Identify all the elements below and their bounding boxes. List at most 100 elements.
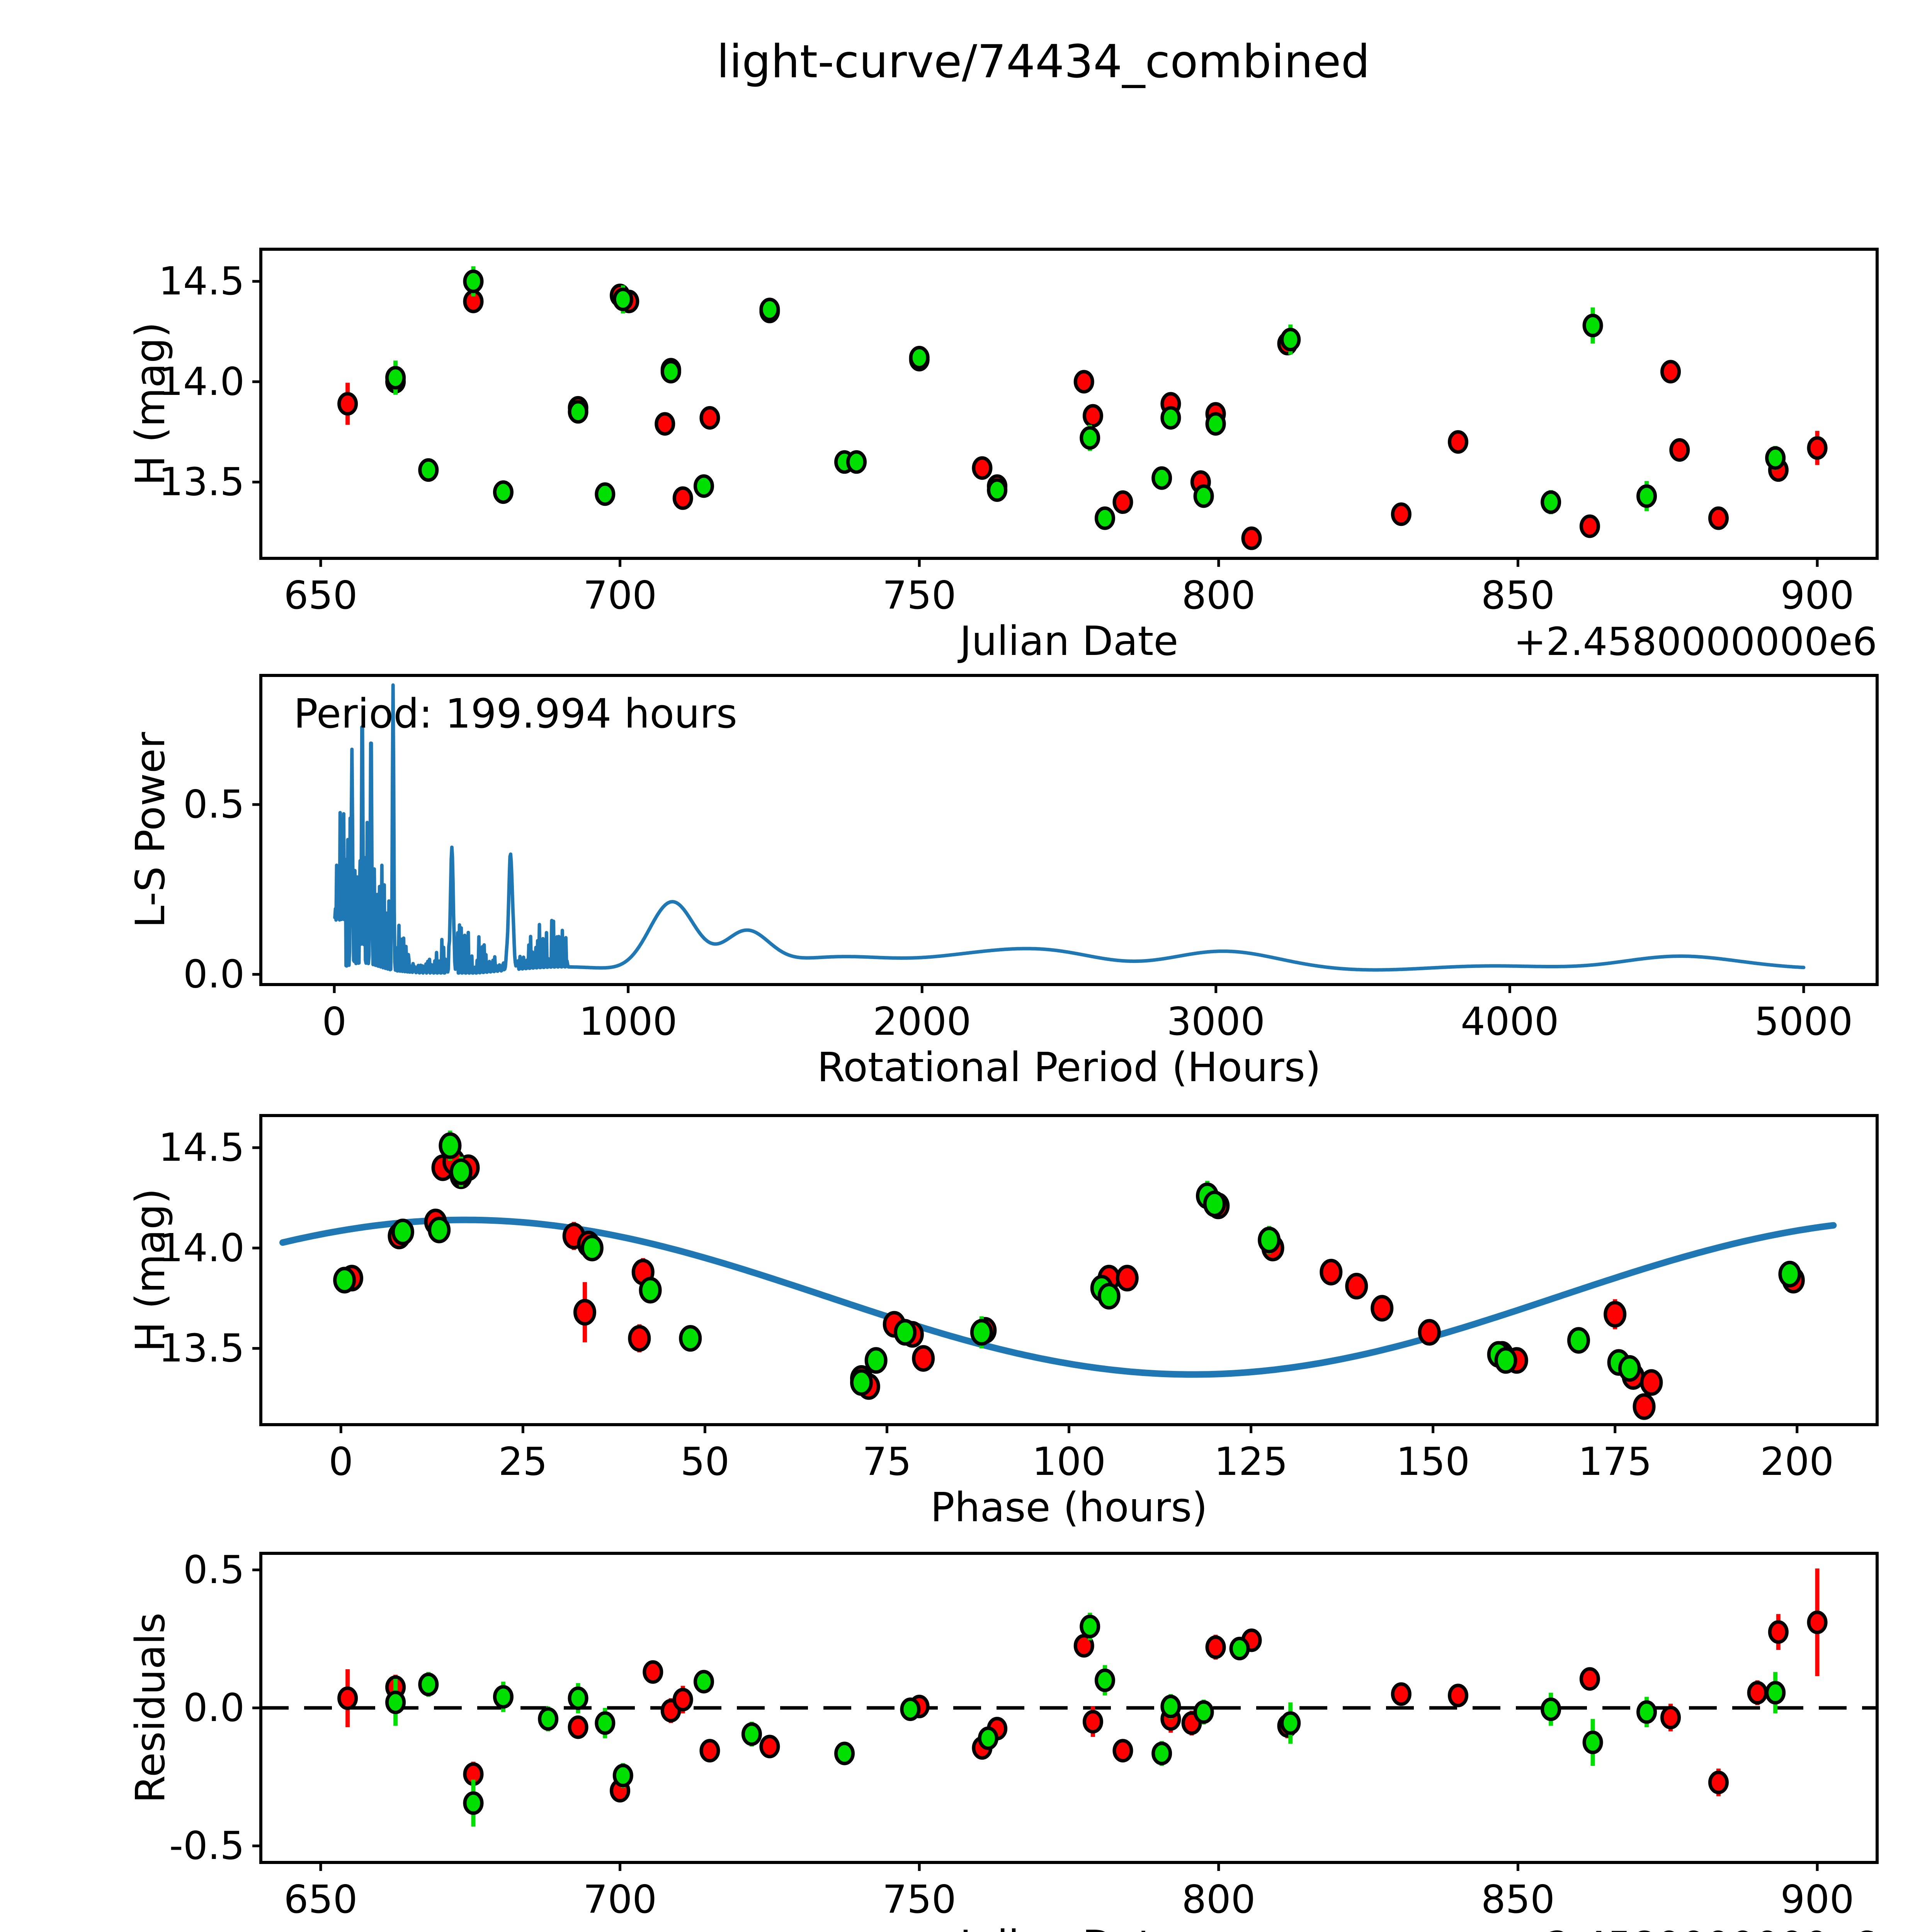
data-point[interactable]: [972, 456, 993, 480]
data-point[interactable]: [1258, 1226, 1281, 1253]
data-point[interactable]: [337, 1686, 358, 1710]
data-point[interactable]: [699, 1739, 720, 1763]
data-point[interactable]: [834, 1742, 855, 1765]
data-point[interactable]: [1448, 430, 1469, 454]
data-point[interactable]: [1229, 1636, 1250, 1660]
data-point[interactable]: [1768, 1620, 1789, 1644]
data-point[interactable]: [1203, 1190, 1226, 1218]
data-point[interactable]: [1073, 370, 1094, 394]
data-point[interactable]: [418, 458, 439, 482]
data-point[interactable]: [643, 1660, 663, 1684]
data-point[interactable]: [568, 1686, 588, 1710]
data-point[interactable]: [1660, 1706, 1681, 1730]
data-point[interactable]: [1636, 484, 1657, 508]
data-point[interactable]: [693, 1670, 714, 1694]
data-point[interactable]: [385, 366, 406, 389]
data-point[interactable]: [1448, 1684, 1469, 1708]
data-point[interactable]: [1708, 506, 1729, 530]
data-point[interactable]: [337, 392, 358, 416]
data-point[interactable]: [1494, 1347, 1517, 1374]
data-point[interactable]: [759, 1735, 780, 1759]
data-point[interactable]: [493, 480, 514, 504]
data-point[interactable]: [1418, 1319, 1441, 1346]
data-point[interactable]: [1747, 1681, 1768, 1705]
data-point[interactable]: [1280, 328, 1301, 352]
data-point[interactable]: [909, 346, 930, 370]
data-point[interactable]: [1579, 514, 1600, 538]
data-point[interactable]: [1116, 1265, 1139, 1292]
data-point[interactable]: [1193, 484, 1214, 508]
data-point[interactable]: [970, 1319, 993, 1346]
data-point[interactable]: [385, 1690, 406, 1714]
data-point[interactable]: [672, 1688, 693, 1712]
data-point[interactable]: [428, 1216, 451, 1243]
data-point[interactable]: [987, 478, 1008, 502]
data-point[interactable]: [568, 400, 588, 424]
data-point[interactable]: [1708, 1770, 1729, 1794]
data-point[interactable]: [672, 486, 693, 510]
data-point[interactable]: [1241, 526, 1262, 550]
data-point[interactable]: [391, 1218, 414, 1245]
data-point[interactable]: [864, 1347, 888, 1374]
data-point[interactable]: [679, 1325, 702, 1352]
data-point[interactable]: [978, 1726, 998, 1750]
data-point[interactable]: [693, 474, 714, 498]
data-point[interactable]: [1112, 1739, 1133, 1763]
data-point[interactable]: [1660, 360, 1681, 384]
data-point[interactable]: [699, 406, 720, 430]
data-point[interactable]: [1094, 1668, 1115, 1692]
data-point[interactable]: [580, 1235, 604, 1262]
data-point[interactable]: [1320, 1259, 1343, 1286]
data-point[interactable]: [1082, 404, 1103, 428]
data-point[interactable]: [493, 1685, 514, 1709]
data-point[interactable]: [660, 360, 681, 384]
data-point[interactable]: [1778, 1260, 1801, 1287]
data-point[interactable]: [912, 1345, 935, 1372]
data-point[interactable]: [1097, 1283, 1121, 1310]
data-point[interactable]: [1618, 1355, 1641, 1382]
data-point[interactable]: [1160, 406, 1181, 430]
data-point[interactable]: [1082, 1710, 1103, 1734]
data-point[interactable]: [741, 1722, 762, 1746]
data-point[interactable]: [894, 1319, 917, 1346]
data-point[interactable]: [1151, 466, 1172, 490]
data-point[interactable]: [439, 1132, 462, 1159]
data-point[interactable]: [639, 1277, 662, 1304]
data-point[interactable]: [1604, 1301, 1627, 1328]
data-point[interactable]: [573, 1299, 596, 1326]
data-point[interactable]: [628, 1325, 651, 1352]
data-point[interactable]: [595, 482, 616, 506]
data-point[interactable]: [1205, 412, 1226, 436]
data-point[interactable]: [1640, 1369, 1663, 1396]
data-point[interactable]: [1160, 1694, 1181, 1718]
data-point[interactable]: [1633, 1393, 1656, 1420]
data-point[interactable]: [1579, 1667, 1600, 1691]
data-point[interactable]: [1080, 1614, 1100, 1638]
data-point[interactable]: [1151, 1742, 1172, 1765]
data-point[interactable]: [463, 1791, 484, 1815]
data-point[interactable]: [1636, 1700, 1657, 1724]
data-point[interactable]: [900, 1697, 921, 1721]
data-point[interactable]: [612, 1764, 633, 1787]
data-point[interactable]: [1371, 1295, 1394, 1322]
data-point[interactable]: [1541, 490, 1561, 514]
data-point[interactable]: [1807, 1611, 1828, 1634]
data-point[interactable]: [1391, 1682, 1412, 1706]
data-point[interactable]: [1205, 1635, 1226, 1659]
data-point[interactable]: [1765, 1681, 1786, 1705]
data-point[interactable]: [449, 1158, 473, 1185]
data-point[interactable]: [1567, 1327, 1590, 1354]
data-point[interactable]: [568, 1715, 588, 1739]
data-point[interactable]: [1345, 1273, 1368, 1300]
data-point[interactable]: [1112, 490, 1133, 514]
data-point[interactable]: [538, 1707, 559, 1731]
data-point[interactable]: [418, 1672, 439, 1696]
data-point[interactable]: [846, 450, 867, 474]
data-point[interactable]: [1193, 1700, 1214, 1724]
data-point[interactable]: [1582, 1730, 1603, 1754]
data-point[interactable]: [612, 287, 633, 311]
data-point[interactable]: [1765, 446, 1786, 470]
data-point[interactable]: [1582, 313, 1603, 337]
data-point[interactable]: [655, 412, 675, 436]
data-point[interactable]: [595, 1711, 616, 1735]
